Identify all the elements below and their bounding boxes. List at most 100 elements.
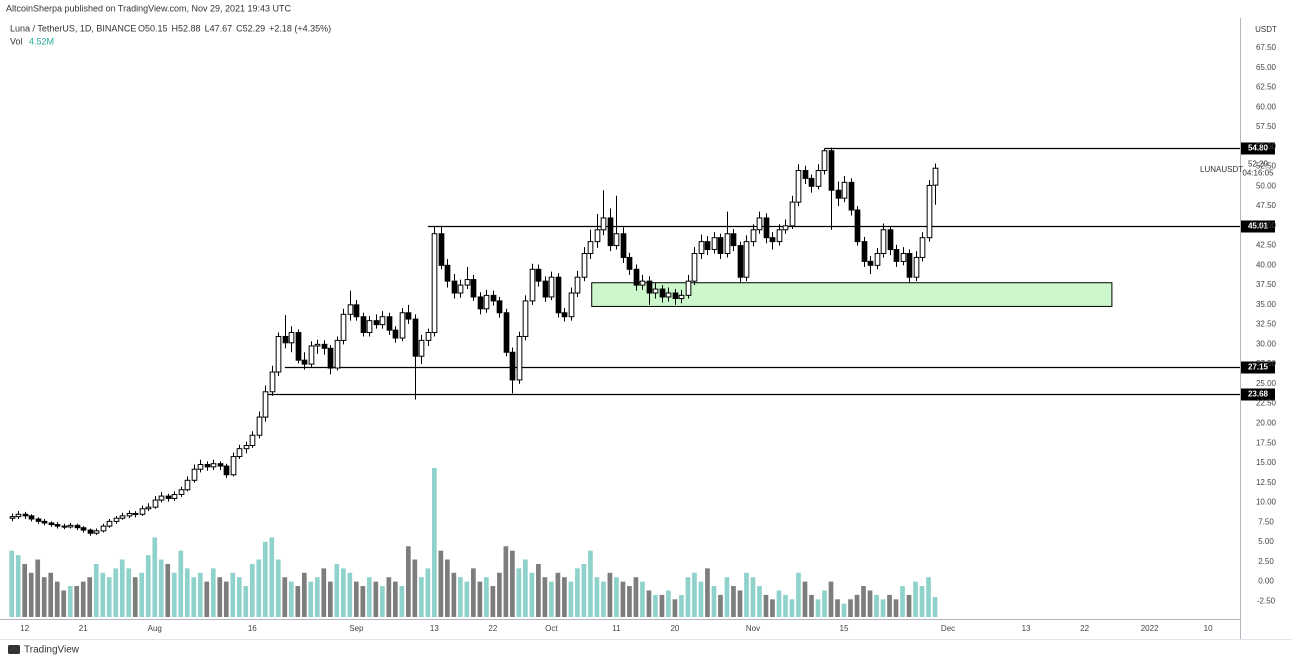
- candle-body: [815, 170, 822, 187]
- volume-bar: [731, 586, 736, 617]
- volume-bar: [776, 590, 782, 617]
- volume-bar: [529, 572, 535, 617]
- x-tick-label: 13: [1022, 624, 1031, 633]
- candle-body: [529, 268, 536, 302]
- x-tick-label: 22: [1080, 624, 1089, 633]
- candle-body: [9, 516, 16, 519]
- candle-body: [613, 233, 620, 247]
- y-tick-label: 62.50: [1256, 83, 1277, 92]
- volume-bar: [789, 599, 795, 617]
- volume-bar: [399, 586, 405, 617]
- volume-bar: [627, 586, 632, 617]
- x-tick-label: 22: [488, 624, 497, 633]
- volume-bar: [438, 550, 444, 617]
- candle-body: [418, 339, 425, 357]
- candle-body: [932, 167, 939, 186]
- candle-body: [587, 241, 594, 254]
- volume-bar: [223, 581, 229, 617]
- candle-body: [217, 463, 224, 467]
- volume-bar: [321, 568, 327, 617]
- volume-bar: [152, 537, 158, 617]
- candle-body: [750, 229, 757, 243]
- volume-bar: [308, 581, 314, 617]
- volume-bar: [379, 586, 385, 617]
- candle-body: [347, 304, 354, 315]
- volume-bar: [184, 568, 190, 617]
- candle-body: [861, 241, 868, 262]
- volume-bar: [288, 581, 294, 617]
- volume-bar: [854, 594, 860, 617]
- candle-body: [652, 288, 659, 294]
- volume-bar: [28, 572, 34, 617]
- y-tick-label: 55.00: [1256, 142, 1277, 151]
- candle-body: [672, 292, 679, 300]
- candle-body: [698, 241, 705, 254]
- volume-bar: [334, 563, 340, 617]
- volume-bar: [646, 590, 652, 617]
- volume-bar: [93, 563, 99, 617]
- volume-bar: [22, 563, 28, 617]
- volume-bar: [568, 581, 574, 617]
- candle-body: [275, 335, 282, 373]
- candle-body: [41, 520, 48, 524]
- level-label: 54.80: [1248, 144, 1269, 153]
- volume-label: 4.52M: [29, 36, 54, 46]
- level-badge: [1241, 142, 1275, 155]
- volume-bar: [718, 594, 723, 617]
- volume-bar: [705, 568, 710, 617]
- volume-bar: [510, 550, 515, 617]
- volume-bar: [171, 572, 177, 617]
- candle-body: [737, 245, 744, 278]
- level-badge: [1241, 220, 1275, 233]
- y-tick-label: 15.00: [1256, 458, 1277, 467]
- volume-bar: [340, 568, 346, 617]
- volume-bar: [692, 572, 697, 617]
- volume-bar: [419, 577, 424, 617]
- y-tick-label: 17.50: [1256, 438, 1277, 447]
- volume-bar: [841, 603, 847, 617]
- candle-body: [691, 252, 698, 282]
- volume-bar: [932, 597, 938, 617]
- candle-body: [730, 233, 737, 247]
- volume-bar: [516, 568, 522, 617]
- candle-body: [678, 294, 685, 300]
- published: AltcoinSherpa published on TradingView.c…: [6, 3, 292, 13]
- volume-bar: [230, 572, 236, 617]
- volume-bar: [217, 577, 223, 617]
- candle-body: [926, 184, 933, 239]
- volume-bar: [269, 537, 275, 617]
- candle-body: [802, 170, 809, 179]
- candle-body: [646, 280, 653, 294]
- candle-body: [893, 249, 900, 262]
- volume-bar: [386, 577, 392, 617]
- candle-body: [542, 280, 549, 298]
- y-tick-label: 42.50: [1256, 241, 1277, 250]
- volume-bar: [594, 577, 600, 617]
- y-tick-label: 47.50: [1256, 201, 1277, 210]
- volume-bar: [744, 572, 749, 617]
- volume-bar: [80, 581, 86, 617]
- candle-body: [431, 233, 438, 334]
- volume-bar: [54, 581, 60, 617]
- volume-bar: [41, 577, 47, 617]
- candle-body: [711, 237, 718, 251]
- x-tick-label: 16: [248, 624, 257, 633]
- volume-bar: [275, 559, 281, 617]
- candle-body: [900, 252, 907, 262]
- candle-body: [243, 445, 250, 450]
- volume-bar: [913, 581, 918, 617]
- volume-bar: [314, 577, 320, 617]
- volume-bar: [783, 594, 788, 617]
- volume-bar: [249, 563, 255, 617]
- volume-bar: [919, 586, 925, 617]
- volume-bar: [724, 577, 730, 617]
- volume-bar: [373, 581, 379, 617]
- y-tick-label: 65.00: [1256, 63, 1277, 72]
- candle-body: [158, 495, 165, 501]
- symbol: Luna / TetherUS, 1D, BINANCE: [10, 23, 136, 33]
- candle-body: [327, 347, 334, 369]
- volume-bar: [893, 599, 899, 617]
- countdown: 04:16:05: [1242, 168, 1274, 177]
